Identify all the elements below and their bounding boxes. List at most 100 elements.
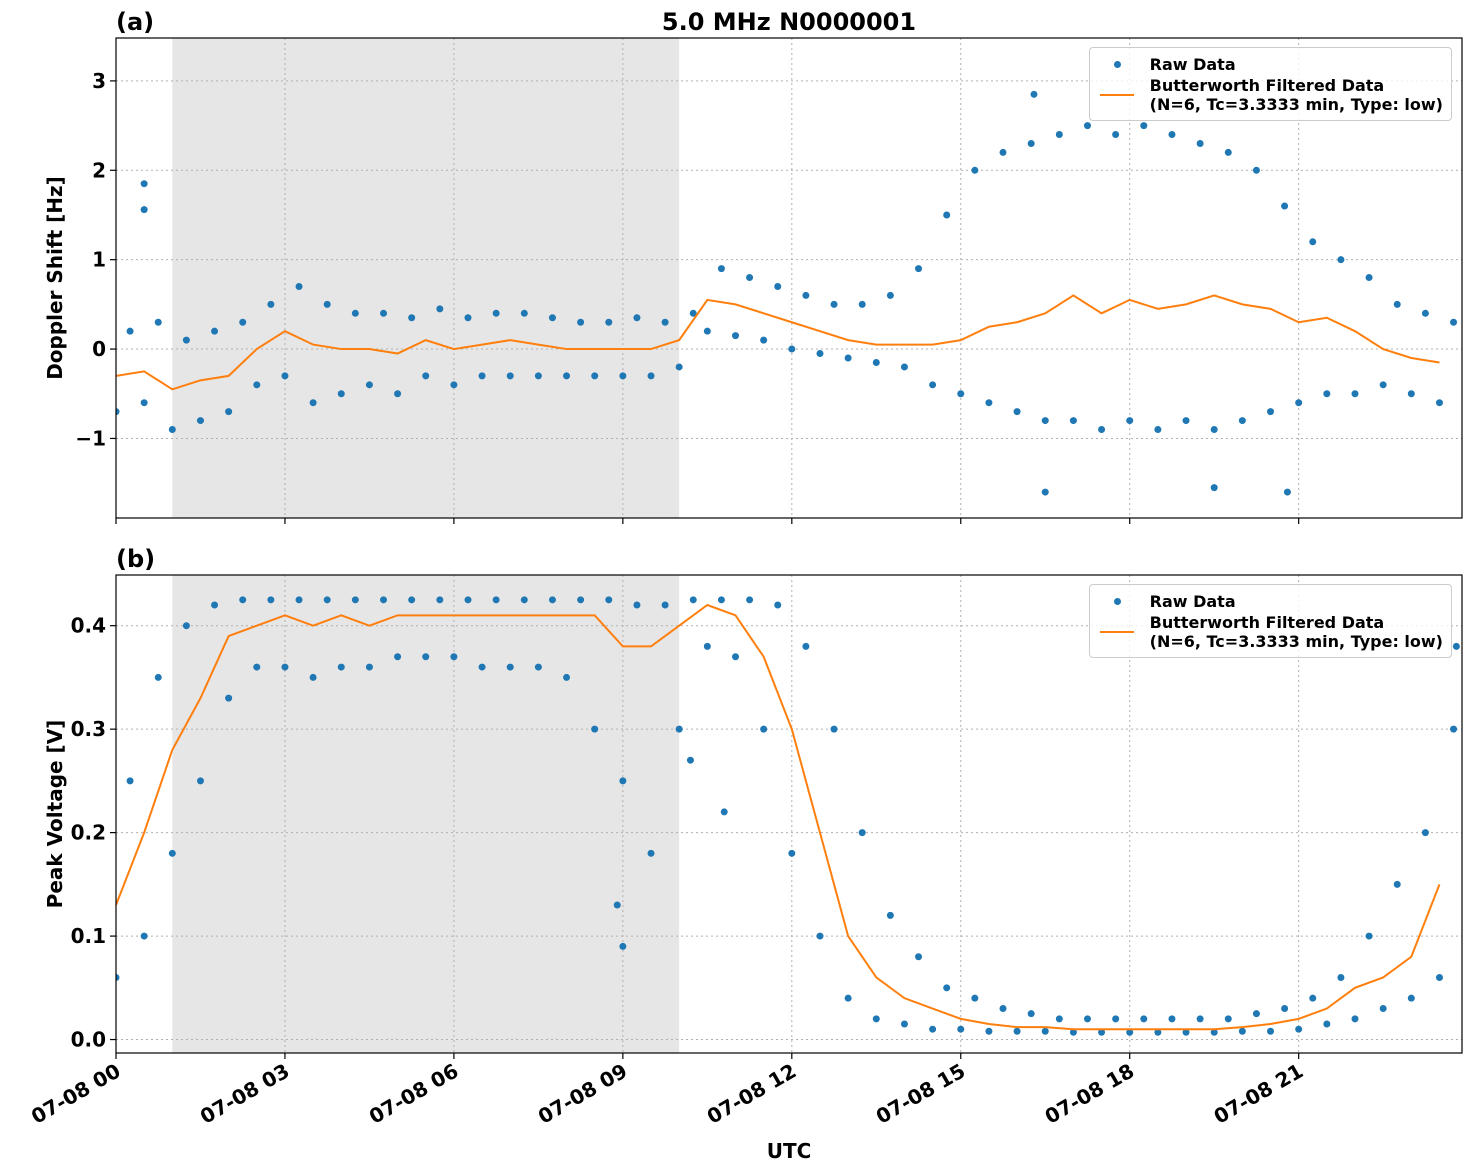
raw-point — [1013, 1027, 1021, 1035]
y-tick-label: 0.3 — [71, 717, 106, 741]
raw-point — [731, 653, 739, 661]
y-tick-label: 0.4 — [71, 614, 106, 638]
raw-point — [351, 309, 359, 317]
raw-point — [999, 148, 1007, 156]
raw-point — [731, 332, 739, 340]
raw-point — [915, 265, 923, 273]
raw-point — [1224, 148, 1232, 156]
raw-point — [1238, 417, 1246, 425]
raw-point — [675, 363, 683, 371]
raw-point — [211, 601, 219, 609]
raw-point — [577, 318, 585, 326]
raw-point — [168, 426, 176, 434]
raw-point — [985, 399, 993, 407]
legend-label: Butterworth Filtered Data (N=6, Tc=3.333… — [1149, 76, 1443, 114]
raw-point — [337, 663, 345, 671]
raw-point — [211, 327, 219, 335]
x-tick-label: 07-08 06 — [365, 1059, 463, 1129]
raw-point — [1154, 1028, 1162, 1036]
raw-point — [971, 994, 979, 1002]
raw-point — [1041, 488, 1049, 496]
x-tick-label: 07-08 12 — [703, 1059, 801, 1129]
raw-point — [295, 596, 303, 604]
raw-point — [1027, 1010, 1035, 1018]
y-tick-label: 0 — [92, 337, 106, 361]
raw-point — [886, 911, 894, 919]
raw-point — [563, 372, 571, 380]
raw-point — [323, 300, 331, 308]
raw-point — [450, 381, 458, 389]
raw-point — [619, 777, 627, 785]
raw-point — [323, 596, 331, 604]
shaded-region — [172, 38, 680, 518]
raw-point — [1112, 1015, 1120, 1023]
raw-point — [985, 1027, 993, 1035]
raw-point — [253, 381, 261, 389]
raw-point — [943, 984, 951, 992]
axes-frame — [115, 574, 1463, 1054]
raw-point — [1407, 390, 1415, 398]
raw-point — [140, 399, 148, 407]
raw-point — [394, 390, 402, 398]
raw-point — [168, 849, 176, 857]
raw-point — [563, 673, 571, 681]
raw-point — [154, 673, 162, 681]
legend-key — [1098, 591, 1136, 611]
raw-point — [380, 596, 388, 604]
raw-point — [844, 354, 852, 362]
raw-point — [802, 642, 810, 650]
filtered-line — [116, 294, 1440, 391]
legend: Raw Data Butterworth Filtered Data (N=6, … — [1088, 47, 1452, 121]
raw-point — [1196, 139, 1204, 147]
raw-point — [1323, 390, 1331, 398]
raw-point — [309, 399, 317, 407]
raw-point — [225, 694, 233, 702]
raw-point — [520, 596, 528, 604]
raw-point — [689, 596, 697, 604]
raw-point — [182, 622, 190, 630]
raw-point — [720, 808, 728, 816]
raw-point — [1055, 1015, 1063, 1023]
raw-point — [774, 282, 782, 290]
y-axis-label: Doppler Shift [Hz] — [43, 176, 67, 380]
raw-point — [140, 206, 148, 214]
raw-point — [1210, 426, 1218, 434]
raw-point — [239, 596, 247, 604]
raw-point — [900, 363, 908, 371]
raw-point — [591, 725, 599, 733]
legend-entry: Raw Data — [1098, 591, 1443, 611]
raw-point — [1393, 880, 1401, 888]
raw-point — [534, 663, 542, 671]
raw-point — [126, 777, 134, 785]
legend-label: Raw Data — [1149, 54, 1236, 74]
raw-point — [675, 725, 683, 733]
raw-point — [295, 282, 303, 290]
y-tick-label: 0.0 — [71, 1028, 106, 1052]
raw-point — [1309, 994, 1317, 1002]
raw-point — [746, 596, 754, 604]
raw-point — [1027, 139, 1035, 147]
raw-point — [858, 300, 866, 308]
raw-point — [548, 314, 556, 322]
raw-point — [999, 1005, 1007, 1013]
raw-point — [520, 309, 528, 317]
raw-point — [1210, 484, 1218, 492]
raw-point — [1112, 131, 1120, 139]
raw-point — [478, 372, 486, 380]
x-tick-label: 07-08 03 — [196, 1059, 294, 1129]
raw-point — [717, 265, 725, 273]
raw-point — [225, 408, 233, 416]
raw-point — [1055, 131, 1063, 139]
raw-point — [661, 318, 669, 326]
raw-point — [1379, 1005, 1387, 1013]
panel-label: (a) — [116, 8, 154, 36]
raw-point — [380, 309, 388, 317]
raw-point — [422, 653, 430, 661]
raw-point — [605, 318, 613, 326]
raw-point — [506, 663, 514, 671]
raw-point — [534, 372, 542, 380]
raw-point — [816, 350, 824, 358]
raw-point — [703, 327, 711, 335]
filtered-line — [116, 603, 1441, 1031]
raw-point — [140, 180, 148, 188]
